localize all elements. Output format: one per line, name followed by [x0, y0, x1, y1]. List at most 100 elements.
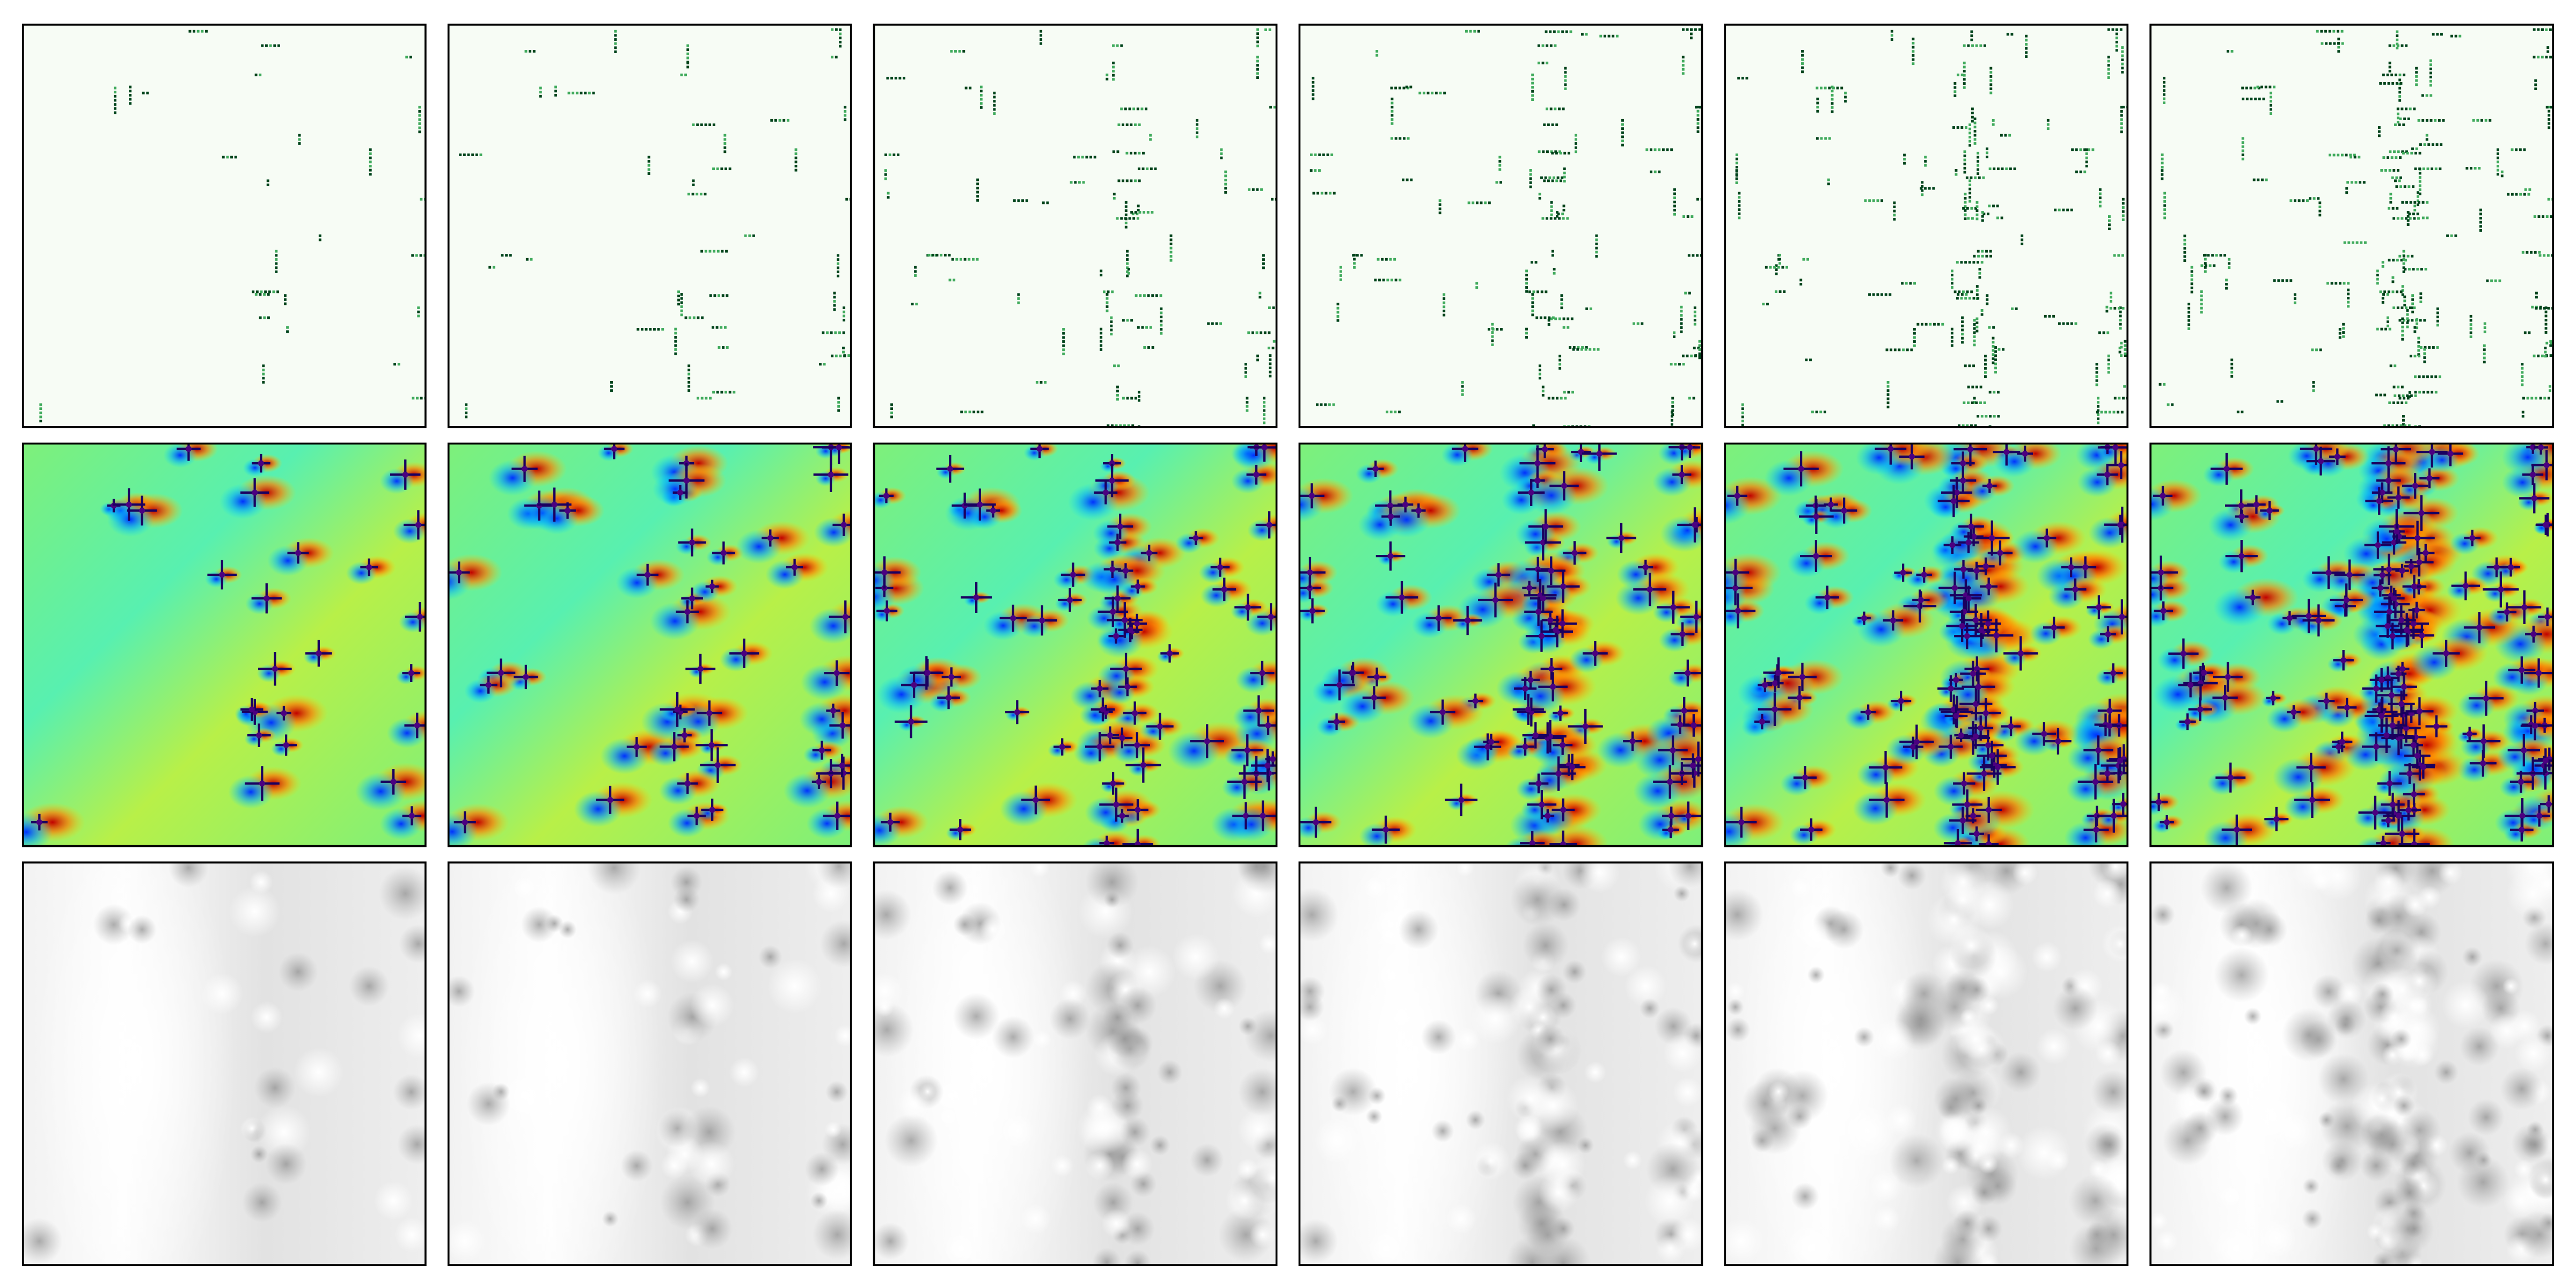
- dot: [1961, 324, 1964, 327]
- dot: [1077, 156, 1080, 159]
- dot: [1905, 282, 1908, 285]
- dot: [1698, 348, 1701, 351]
- star-core: [946, 694, 952, 701]
- shade: [1111, 1089, 1144, 1122]
- lobe: [616, 567, 658, 599]
- star-core: [1350, 670, 1356, 676]
- dot: [2095, 375, 2098, 378]
- dot: [1816, 109, 1819, 113]
- dot: [723, 134, 727, 137]
- panel: [448, 862, 851, 1265]
- dot: [254, 74, 258, 77]
- star-core: [674, 706, 680, 713]
- star-core: [2387, 780, 2393, 787]
- dot: [712, 167, 715, 171]
- dot: [2230, 358, 2234, 362]
- dot: [2406, 215, 2410, 218]
- dot: [2396, 306, 2399, 310]
- dot: [2549, 55, 2552, 58]
- dot: [1110, 316, 1113, 319]
- panel-frame: [873, 442, 1278, 847]
- dot: [1224, 174, 1227, 178]
- panel-frame: [22, 861, 427, 1266]
- dot: [1886, 401, 1890, 405]
- dot: [2406, 325, 2409, 328]
- dot: [2417, 341, 2420, 344]
- dot: [1538, 150, 1541, 153]
- star-core: [2164, 819, 2170, 825]
- dot: [1196, 127, 1199, 130]
- dot: [1353, 266, 1356, 269]
- dot: [1673, 209, 1676, 212]
- dot: [1405, 85, 1408, 89]
- dot: [39, 411, 42, 414]
- dot: [2429, 119, 2433, 122]
- dot: [113, 99, 116, 102]
- dot: [2302, 199, 2305, 202]
- dot: [2208, 264, 2212, 267]
- shade: [1663, 1034, 1702, 1073]
- dot: [680, 309, 683, 312]
- dot: [2120, 126, 2123, 129]
- dot: [2537, 215, 2541, 218]
- dot: [1960, 74, 1964, 77]
- dot: [255, 290, 259, 294]
- shade: [1311, 862, 1513, 1265]
- dot: [1996, 216, 1999, 219]
- dot: [2046, 123, 2050, 126]
- dot: [948, 279, 952, 282]
- dot: [728, 167, 731, 171]
- dot: [1491, 339, 1494, 342]
- dot: [2521, 379, 2524, 382]
- dot: [2107, 64, 2110, 67]
- dot: [1636, 322, 1640, 325]
- dot: [262, 364, 265, 368]
- dot: [1562, 204, 1565, 208]
- dot: [1137, 204, 1140, 208]
- dot: [2245, 86, 2248, 90]
- dot: [1975, 317, 1979, 320]
- dot: [2289, 279, 2293, 282]
- dot: [1143, 211, 1146, 214]
- star-core: [1113, 633, 1119, 639]
- dot: [2399, 82, 2403, 85]
- dot: [1973, 323, 1976, 326]
- dot: [2396, 42, 2399, 46]
- dot: [1801, 66, 1804, 69]
- dot: [842, 350, 845, 354]
- dot: [1953, 290, 1957, 294]
- dot: [1968, 200, 1972, 203]
- dot: [2376, 277, 2379, 281]
- dot: [890, 77, 894, 80]
- dot: [2183, 259, 2186, 262]
- star-core: [1964, 633, 1970, 639]
- dot: [993, 91, 996, 94]
- dot: [1558, 217, 1561, 220]
- dot: [2534, 251, 2537, 254]
- star-core: [645, 572, 651, 578]
- dot: [1256, 40, 1260, 43]
- dot: [418, 114, 421, 117]
- dot: [1884, 293, 1887, 296]
- dot: [1567, 317, 1570, 320]
- dot: [2200, 294, 2203, 297]
- dot: [2406, 317, 2409, 320]
- dot: [1124, 222, 1128, 224]
- star-core: [2373, 743, 2380, 750]
- dot: [1831, 102, 1834, 105]
- dot: [2107, 228, 2111, 230]
- dot: [1326, 153, 1329, 156]
- star-core: [1102, 489, 1109, 496]
- dot: [1262, 258, 1265, 261]
- dot: [887, 192, 890, 195]
- dot: [2406, 319, 2410, 322]
- dot: [1968, 192, 1972, 195]
- dot: [680, 305, 683, 308]
- dot: [1912, 58, 1915, 61]
- dot: [2085, 160, 2088, 164]
- shade: [1522, 922, 1569, 969]
- lobe: [1200, 583, 1233, 608]
- panel-background: [1299, 24, 1702, 427]
- dot: [205, 30, 208, 33]
- dot: [1196, 131, 1199, 134]
